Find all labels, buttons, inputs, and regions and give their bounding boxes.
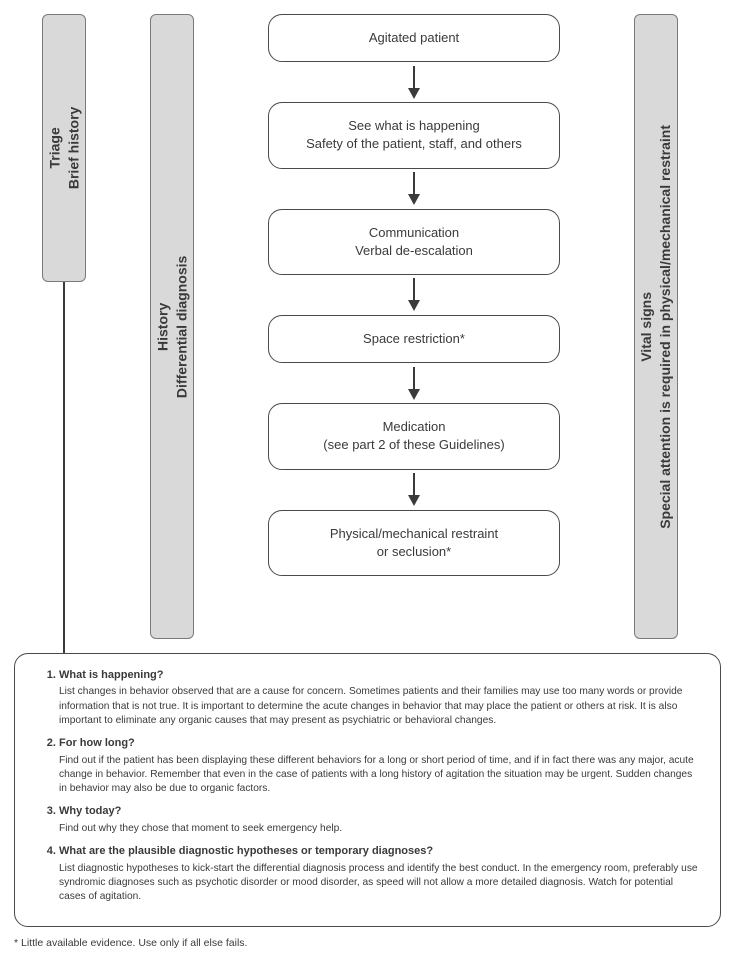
arrow [408,62,420,102]
node-text: Physical/mechanical restraint [330,526,498,541]
question-title: What are the plausible diagnostic hypoth… [59,845,433,857]
vbar-vitals-l1: Vital signs [638,292,654,362]
question-item: Why today? Find out why they chose that … [59,804,702,836]
node-text: Safety of the patient, staff, and others [306,136,522,151]
vbar-history: History Differential diagnosis [150,14,194,639]
node-text: or seclusion* [377,544,451,559]
question-title: What is happening? [59,669,164,681]
arrow [408,275,420,315]
node-text: (see part 2 of these Guidelines) [323,437,504,452]
arrow [408,470,420,510]
arrow [408,363,420,403]
node-text: Verbal de-escalation [355,243,473,258]
node-restraint: Physical/mechanical restraint or seclusi… [268,510,560,576]
node-text: Space restriction* [363,331,465,346]
footnote: * Little available evidence. Use only if… [14,937,721,949]
question-desc: List diagnostic hypotheses to kick-start… [59,862,702,905]
questions-panel: What is happening? List changes in behav… [14,653,721,927]
node-see-happening: See what is happening Safety of the pati… [268,102,560,168]
diagram-area: Triage Brief history History Differentia… [14,14,721,639]
question-title: For how long? [59,737,135,749]
node-space-restriction: Space restriction* [268,315,560,363]
arrow [408,169,420,209]
connector-vert [63,282,65,653]
vbar-history-l1: History [154,302,170,350]
question-desc: Find out if the patient has been display… [59,754,702,797]
vbar-triage-l1: Triage [46,127,62,168]
question-item: What are the plausible diagnostic hypoth… [59,844,702,904]
question-title: Why today? [59,805,121,817]
flow-column: Agitated patient See what is happening S… [268,14,560,639]
vbar-vitals-l2: Special attention is required in physica… [657,125,673,529]
vbar-triage: Triage Brief history [42,14,86,282]
vbar-triage-l2: Brief history [65,107,81,189]
question-desc: List changes in behavior observed that a… [59,685,702,728]
node-text: Medication [383,419,446,434]
node-text: Agitated patient [369,30,459,45]
node-medication: Medication (see part 2 of these Guidelin… [268,403,560,469]
node-communication: Communication Verbal de-escalation [268,209,560,275]
node-text: See what is happening [348,118,480,133]
question-item: For how long? Find out if the patient ha… [59,736,702,796]
question-item: What is happening? List changes in behav… [59,668,702,728]
node-agitated-patient: Agitated patient [268,14,560,62]
vbar-history-l2: Differential diagnosis [173,255,189,397]
vbar-vitals: Vital signs Special attention is require… [634,14,678,639]
question-desc: Find out why they chose that moment to s… [59,822,702,836]
node-text: Communication [369,225,459,240]
